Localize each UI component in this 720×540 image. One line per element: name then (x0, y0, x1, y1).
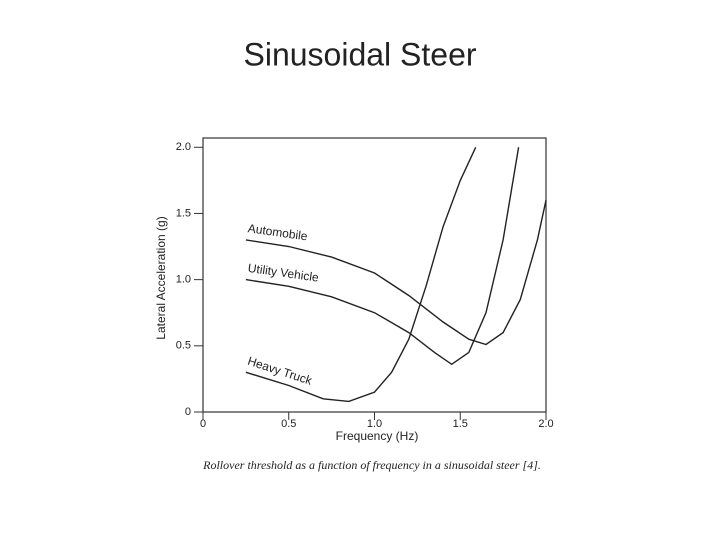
x-axis-label: Frequency (Hz) (336, 429, 419, 443)
series-label: Automobile (247, 221, 309, 243)
x-tick-label: 2.0 (538, 418, 553, 430)
series-line (245, 200, 547, 346)
y-tick-label: 0 (185, 406, 191, 418)
x-tick-label: 1.0 (367, 418, 382, 430)
x-tick-label: 0 (200, 418, 206, 430)
y-tick-label: 0.5 (176, 340, 191, 352)
x-tick-label: 0.5 (281, 418, 296, 430)
series-line (245, 147, 520, 366)
y-tick-label: 1.0 (176, 274, 191, 286)
caption: Rollover threshold as a function of freq… (202, 458, 541, 472)
slide-title: Sinusoidal Steer (243, 36, 476, 72)
y-axis-label: Lateral Acceleration (g) (154, 216, 168, 339)
y-tick-label: 1.5 (176, 207, 191, 219)
x-tick-label: 1.5 (453, 418, 468, 430)
series-line (245, 147, 477, 403)
y-tick-label: 2.0 (176, 141, 191, 153)
